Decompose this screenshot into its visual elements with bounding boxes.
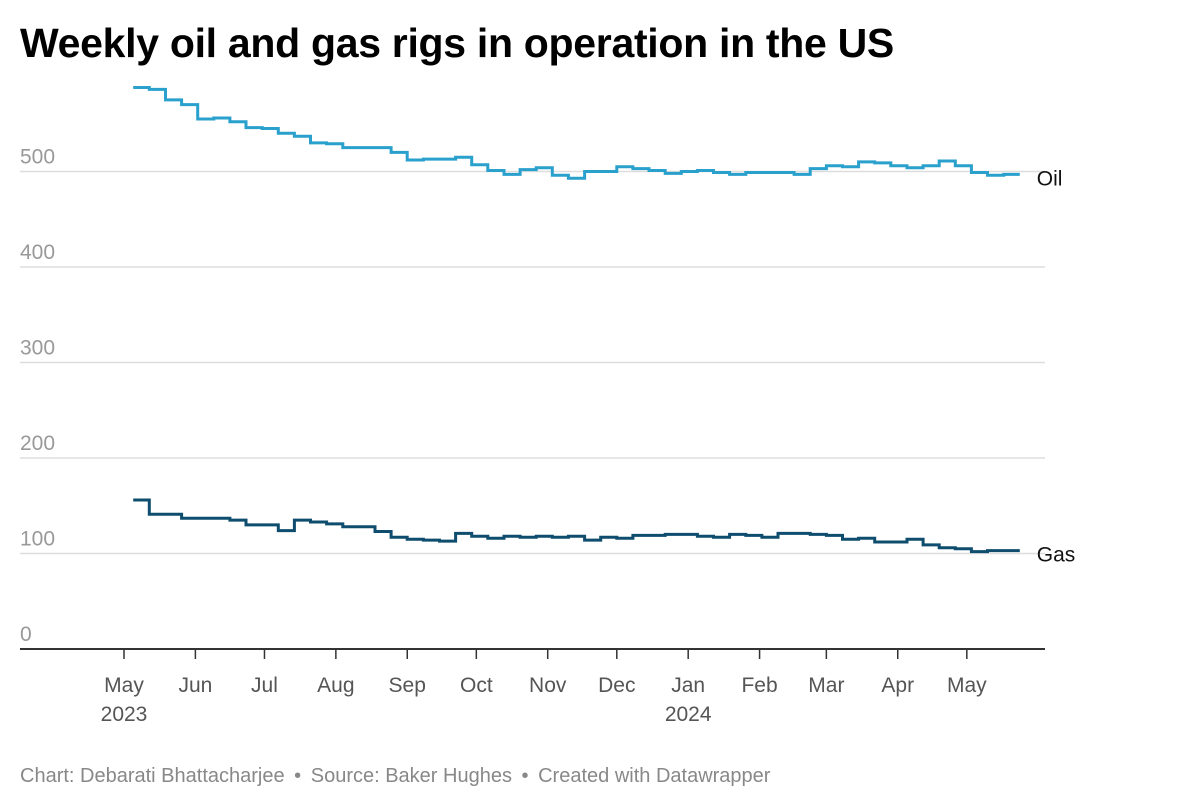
x-axis: May 2023 Jun Jul Aug Sep Oct Nov Dec Jan 2024 Feb Ma… <box>20 648 1045 726</box>
y-tick-label: 0 <box>20 623 32 646</box>
y-tick-label: 200 <box>20 432 55 455</box>
line-chart: 0 100 200 300 400 500 May 2023 Jun Jul Aug Sep Oct N… <box>20 86 1076 726</box>
y-tick-label: 400 <box>20 241 55 264</box>
series-line-gas <box>133 498 1020 554</box>
x-tick-label: Oct <box>460 674 493 697</box>
x-tick-label: Apr <box>881 674 914 697</box>
y-axis-labels: 0 100 200 300 400 500 <box>20 146 55 647</box>
data-source: Source: Baker Hughes <box>310 765 512 787</box>
x-tick-label: Feb <box>741 674 777 697</box>
x-tick-label: Nov <box>529 674 567 697</box>
x-tick-label: Jun <box>178 674 212 697</box>
series-labels: Oil Gas <box>1037 167 1076 566</box>
footer-separator: • <box>521 765 529 787</box>
series-line-oil <box>133 86 1020 180</box>
footer-separator: • <box>294 765 302 787</box>
series-lines <box>133 86 1020 554</box>
x-tick-label: May <box>104 674 144 697</box>
series-label-gas: Gas <box>1037 544 1076 567</box>
y-tick-label: 500 <box>20 146 55 169</box>
created-with: Created with Datawrapper <box>538 765 771 787</box>
x-tick-label: Jul <box>251 674 278 697</box>
x-tick-year-label: 2024 <box>665 703 712 726</box>
x-tick-label: Aug <box>317 674 354 697</box>
x-tick-label: Dec <box>598 674 635 697</box>
chart-credit: Chart: Debarati Bhattacharjee <box>20 765 285 787</box>
x-tick-label: Mar <box>808 674 844 697</box>
y-tick-label: 300 <box>20 337 55 360</box>
series-label-oil: Oil <box>1037 167 1063 190</box>
x-tick-label: Jan <box>671 674 705 697</box>
chart-footer: Chart: Debarati Bhattacharjee • Source: … <box>20 765 770 788</box>
x-tick-label: Sep <box>389 674 426 697</box>
gridlines <box>20 170 1045 555</box>
chart-title: Weekly oil and gas rigs in operation in … <box>20 20 894 66</box>
x-tick-label: May <box>947 674 987 697</box>
y-tick-label: 100 <box>20 528 55 551</box>
x-tick-year-label: 2023 <box>101 703 148 726</box>
